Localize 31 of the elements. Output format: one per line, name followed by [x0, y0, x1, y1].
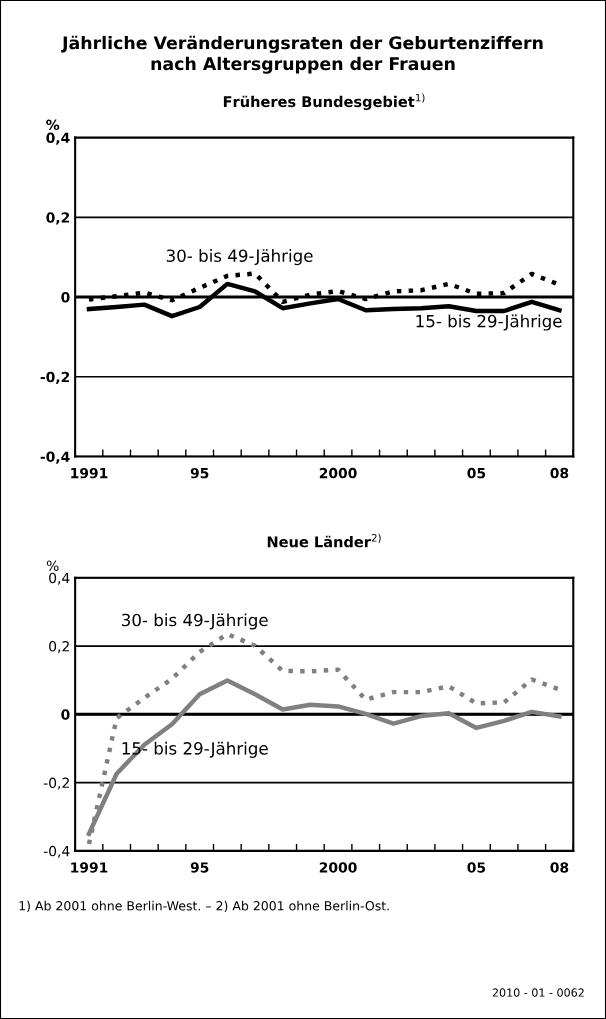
- series-label: 30- bis 49-Jährige: [166, 249, 313, 266]
- y-axis-title: %: [46, 119, 60, 131]
- x-tick-label: 05: [467, 862, 486, 873]
- series-label: 15- bis 29-Jährige: [122, 741, 268, 758]
- x-tick-label: 1991: [71, 467, 108, 479]
- x-tick-label: 1991: [71, 862, 108, 873]
- y-tick-label: 0,2: [46, 212, 70, 225]
- y-tick-label: 0: [61, 709, 70, 720]
- text: 2010 - 01 - 0062: [492, 988, 584, 997]
- x-tick-label: 95: [190, 862, 209, 873]
- text: 1) Ab 2001 ohne Berlin-West. – 2) Ab 2001 ohne Berlin-Ost.: [19, 900, 389, 913]
- y-tick-label: 0: [61, 292, 70, 303]
- y-tick-label: -0,2: [43, 777, 69, 790]
- chart-subtitle: Früheres Bundesgebiet$^{1)}$: [223, 93, 425, 111]
- y-tick-label: 0,4: [46, 132, 70, 145]
- chart-title: Neue Länder$^{2)}$: [267, 533, 381, 548]
- x-tick-label: 08: [550, 862, 569, 873]
- series-label: 15- bis 29-Jährige: [416, 314, 562, 331]
- y-tick-label: -0,2: [40, 371, 70, 385]
- x-tick-label: 2000: [319, 467, 357, 479]
- x-tick-label: 2000: [319, 862, 357, 873]
- series-label: 30- bis 49-Jährige: [122, 613, 268, 630]
- y-tick-label: 0,2: [49, 641, 69, 653]
- chart-title: Jährliche Veränderungsraten der Geburtenziffern nach Altersgruppen der Frauen: [61, 35, 543, 74]
- y-tick-label: -0,4: [43, 845, 70, 858]
- y-axis-title: %: [46, 560, 59, 571]
- x-tick-label: 05: [467, 467, 486, 479]
- x-tick-label: 95: [190, 467, 209, 479]
- x-tick-label: 08: [550, 467, 569, 479]
- y-tick-label: -0,4: [40, 451, 70, 464]
- y-tick-label: 0,4: [49, 572, 70, 585]
